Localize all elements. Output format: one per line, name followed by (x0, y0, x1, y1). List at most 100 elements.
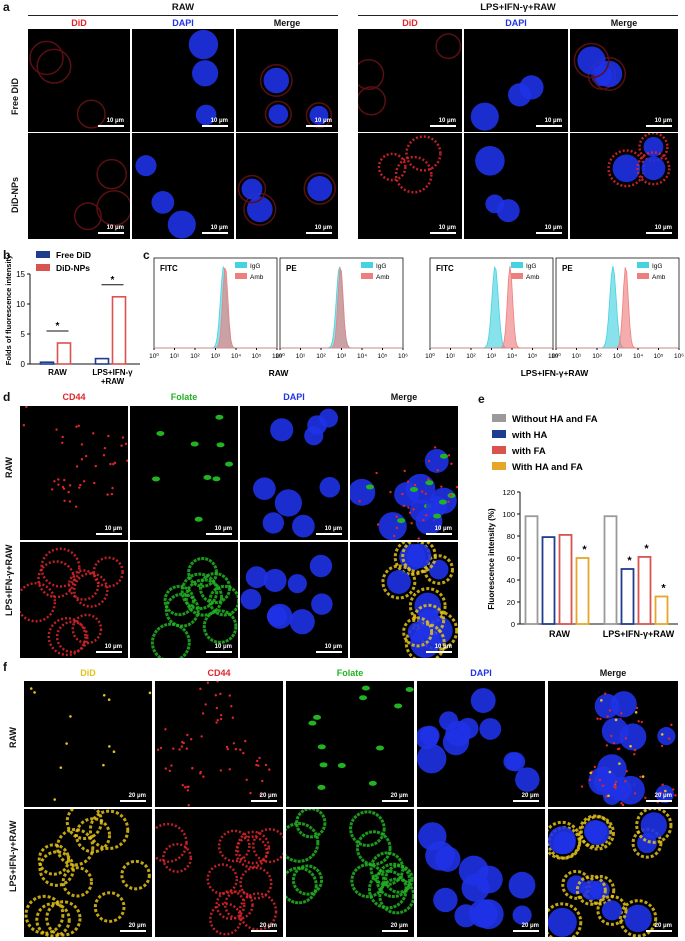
panel-b-label: b (3, 248, 11, 262)
x-tick-label: 10⁵ (252, 353, 262, 360)
scale-bar-label: 20 μm (654, 923, 672, 929)
panel-b-ylabel: Folds of fluorescence intensity (4, 254, 13, 365)
panel-a-group-raw: RAW (171, 2, 195, 13)
scale-bar-label: 10 μm (214, 644, 232, 650)
x-tick-label: 10⁴ (507, 353, 517, 360)
panel-f-tile-r1-c3: 20 μm (417, 809, 545, 937)
scale-bar-label: 10 μm (104, 526, 122, 532)
panel-a-chan-dapi-1: DAPI (172, 18, 194, 28)
x-tick-label: +RAW (101, 377, 125, 386)
significance-mark: * (582, 544, 587, 556)
scale-bar: 20 μm (513, 923, 539, 932)
x-tick-label: 10⁰ (149, 352, 159, 360)
scale-bar: 10 μm (306, 225, 332, 234)
panel-d-tile-r1-c3: 10 μm (350, 542, 458, 658)
y-tick-label: 120 (502, 488, 515, 497)
scale-bar-label: 10 μm (438, 225, 456, 231)
panel-f-tile-r1-c2: 20 μm (286, 809, 414, 937)
bar (111, 295, 127, 365)
scale-bar-label: 10 μm (324, 644, 342, 650)
legend-label: Free DiD (56, 250, 91, 260)
scale-bar: 10 μm (306, 118, 332, 127)
scale-bar-label: 10 μm (654, 118, 672, 124)
scale-bar: 10 μm (430, 225, 456, 234)
bar (94, 357, 110, 365)
x-tick-label: 10⁵ (528, 353, 538, 360)
panel-a-group-lps: LPS+IFN-γ+RAW (480, 2, 556, 13)
scale-bar-label: 10 μm (106, 225, 124, 231)
legend-swatch (511, 262, 523, 268)
panel-b-chart: Free DiD DiD-NPs 0 5 10 15 * RAW * LPS+IFN-γ+RAW… (4, 250, 140, 386)
panel-a-row-did-nps: DiD-NPs (10, 176, 20, 213)
histogram-title: FITC (436, 264, 454, 273)
x-tick-label: 10¹ (296, 353, 306, 360)
scale-bar: 10 μm (98, 225, 124, 234)
x-tick-label: 10⁵ (654, 353, 664, 360)
panel-f-tile-r1-c0: 20 μm (24, 809, 152, 937)
x-tick-label: 10⁶ (674, 353, 684, 360)
panel-d-tile-r0-c0: 10 μm (20, 406, 128, 540)
legend-swatch (492, 462, 506, 470)
panel-a-label: a (3, 0, 10, 14)
legend-label: Amb (652, 274, 666, 281)
histogram-title: FITC (160, 264, 178, 273)
bar (575, 557, 590, 625)
x-tick-label: 10⁶ (548, 353, 558, 360)
panel-f-tile-r0-c0: 20 μm (24, 681, 152, 807)
panel-f-chan-folate: Folate (336, 668, 364, 678)
significance-mark: * (627, 555, 632, 567)
x-tick-label: 10² (190, 353, 200, 360)
scale-bar-label: 20 μm (259, 923, 277, 929)
legend-swatch (492, 414, 506, 422)
scale-bar: 10 μm (430, 118, 456, 127)
panel-f-tile-r0-c3: 20 μm (417, 681, 545, 807)
x-tick-label: 10³ (487, 353, 497, 360)
legend-label: with FA (511, 446, 546, 457)
scale-bar-label: 10 μm (544, 118, 562, 124)
legend-swatch (637, 273, 649, 279)
panel-a-row-free-did: Free DiD (10, 77, 20, 115)
panel-f-chan-dapi: DAPI (470, 668, 492, 678)
y-tick-label: 15 (16, 270, 25, 279)
legend-label: IgG (526, 263, 536, 270)
scale-bar: 10 μm (426, 644, 452, 653)
significance-mark: * (661, 583, 666, 595)
panel-a-tile-r1-c5: 10 μm (570, 133, 678, 239)
legend-swatch (235, 273, 247, 279)
x-tick-label: LPS+IFN-γ (92, 368, 133, 377)
bar (620, 568, 635, 625)
panel-d-row-raw: RAW (4, 457, 14, 478)
panel-e-label: e (478, 392, 485, 406)
scale-bar: 10 μm (206, 644, 232, 653)
scale-bar: 20 μm (646, 923, 672, 932)
group-label: LPS+IFN-γ+RAW (521, 368, 590, 378)
x-tick-label: 10⁴ (633, 353, 643, 360)
scale-bar: 20 μm (251, 923, 277, 932)
significance-mark: * (644, 543, 649, 555)
scale-bar-label: 20 μm (128, 793, 146, 799)
panel-a-chan-did-2: DiD (402, 18, 418, 28)
panel-a-tile-r0-c4: 10 μm (464, 29, 568, 132)
scale-bar-label: 10 μm (438, 118, 456, 124)
panel-d-tile-r0-c1: 10 μm (130, 406, 238, 540)
scale-bar-label: 10 μm (434, 526, 452, 532)
panel-d-chan-cd44: CD44 (62, 392, 86, 402)
panel-d-tile-r0-c3: 10 μm (350, 406, 458, 540)
scale-bar-label: 20 μm (521, 793, 539, 799)
legend-label: Amb (376, 274, 390, 281)
bar (524, 515, 539, 625)
panel-f-label: f (3, 660, 7, 674)
scale-bar: 10 μm (96, 644, 122, 653)
panel-f-chan-merge: Merge (599, 668, 627, 678)
bar (654, 595, 669, 625)
panel-d-tile-r0-c2: 10 μm (240, 406, 348, 540)
y-tick-label: 80 (507, 532, 515, 541)
scale-bar: 10 μm (536, 118, 562, 127)
legend-swatch (511, 273, 523, 279)
y-tick-label: 0 (21, 360, 26, 369)
panel-f-tile-r0-c1: 20 μm (155, 681, 283, 807)
panel-a-chan-merge-2: Merge (610, 18, 638, 28)
scale-bar: 20 μm (382, 923, 408, 932)
x-tick-label: 10¹ (572, 353, 582, 360)
scale-bar: 20 μm (120, 923, 146, 932)
